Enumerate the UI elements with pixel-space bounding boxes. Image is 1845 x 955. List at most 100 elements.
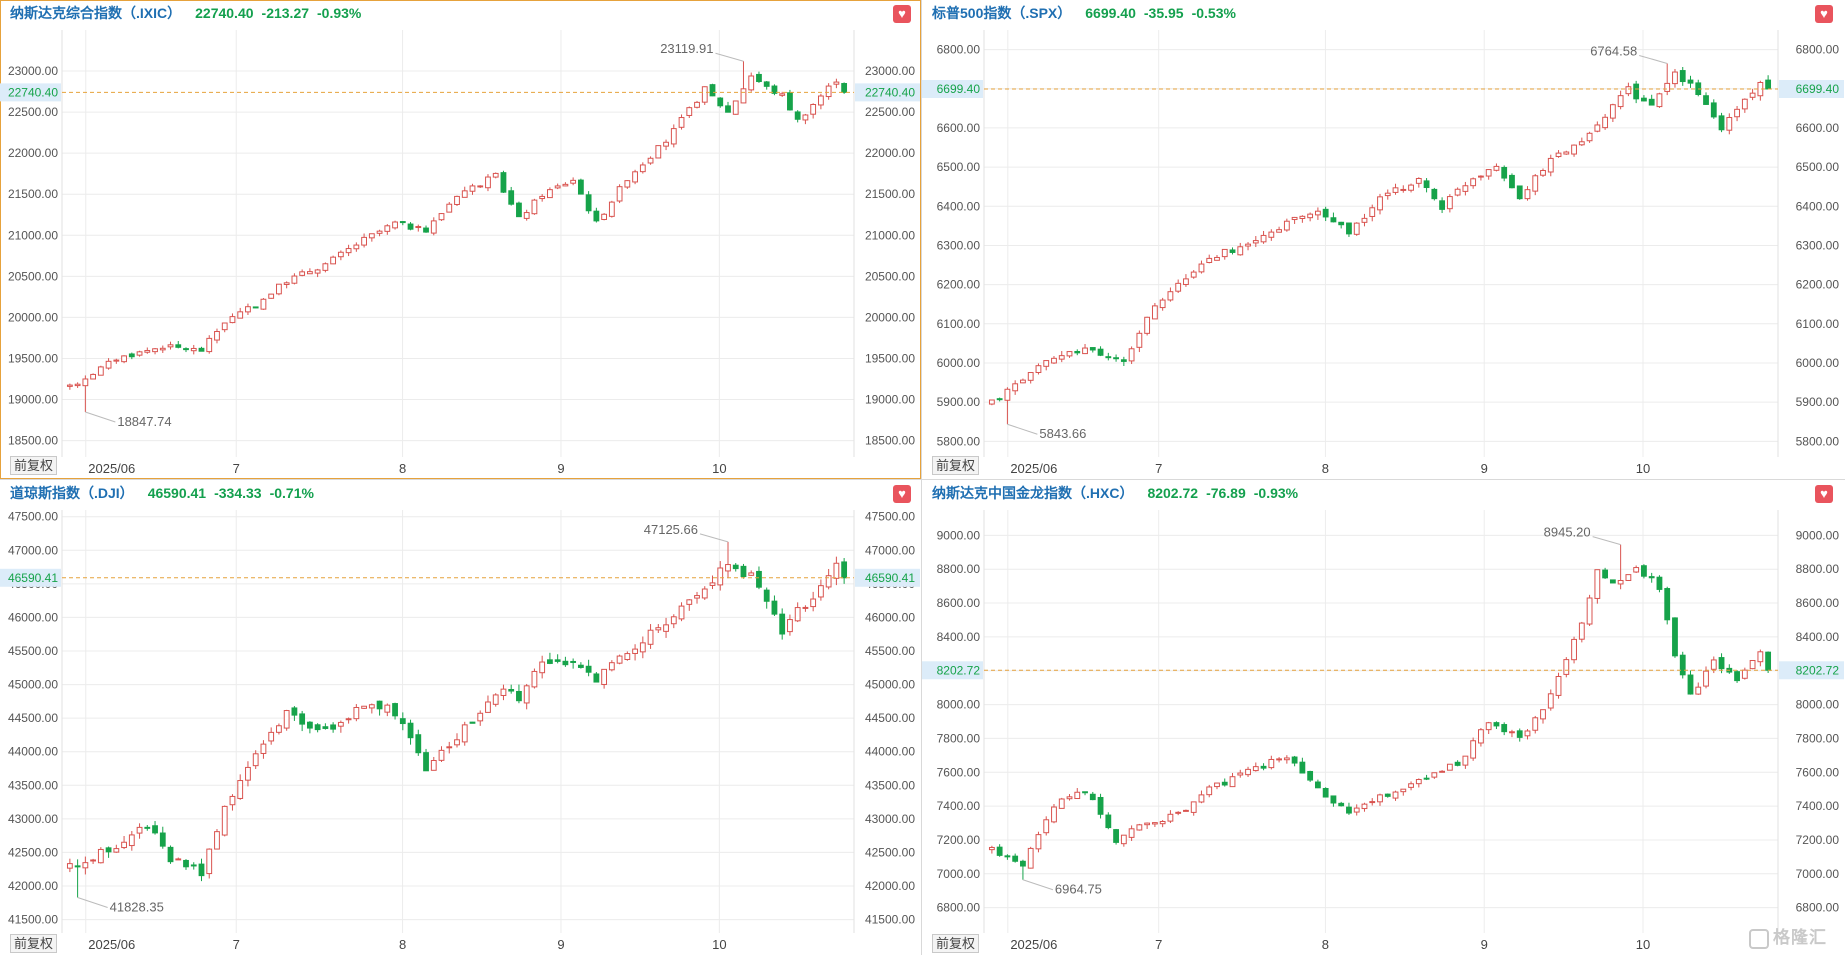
candle-body <box>469 185 476 192</box>
candle-body <box>756 73 762 83</box>
candle-body <box>260 743 267 754</box>
index-name[interactable]: 道琼斯指数（.DJI） <box>10 485 134 501</box>
candle-body <box>740 88 747 104</box>
candle-body <box>105 360 112 369</box>
y-tick-label-left: 46000.00 <box>8 610 58 624</box>
candlestick-chart[interactable]: 6800.00 6800.00 7000.00 7000.00 7200.00 7200.… <box>922 480 1845 955</box>
candle-body <box>1136 824 1143 831</box>
candle-body <box>1338 221 1345 226</box>
low-label: 6964.75 <box>1055 882 1102 897</box>
y-tick-label-left: 19000.00 <box>8 393 58 407</box>
candle-body <box>500 172 507 193</box>
candle-body <box>1617 579 1624 585</box>
candle-body <box>500 688 507 696</box>
index-name[interactable]: 纳斯达克综合指数（.IXIC） <box>10 5 182 21</box>
y-tick-label-right: 23000.00 <box>865 64 915 78</box>
candle-body <box>423 227 429 233</box>
chart-panel-hxc[interactable]: 纳斯达克中国金龙指数（.HXC） 8202.72 -76.89 -0.93% ♥ 68… <box>922 480 1845 955</box>
candlestick-chart[interactable]: 18500.00 18500.00 19000.00 19000.00 19500.00… <box>0 0 921 479</box>
candle-body <box>1252 766 1259 772</box>
y-tick-label-right: 22000.00 <box>865 146 915 160</box>
candle-body <box>1353 222 1360 235</box>
candle-body <box>485 701 491 713</box>
index-name[interactable]: 纳斯达克中国金龙指数（.HXC） <box>932 485 1134 501</box>
candle-body <box>1625 574 1632 581</box>
candle-body <box>787 619 793 633</box>
adjust-button[interactable]: 前复权 <box>932 934 980 953</box>
candle-body <box>1190 271 1197 278</box>
candle-body <box>1446 763 1453 771</box>
y-tick-label-left: 5800.00 <box>937 434 981 448</box>
candle-body <box>485 176 491 189</box>
candle-body <box>1485 169 1492 177</box>
candlestick-chart[interactable]: 41500.00 41500.00 42000.00 42000.00 42500.00… <box>0 480 921 955</box>
candle-body <box>1408 783 1414 788</box>
candle-body <box>183 348 189 351</box>
y-tick-label-right: 6500.00 <box>1796 160 1840 174</box>
candle-body <box>725 564 731 572</box>
candle-body <box>128 353 135 358</box>
favorite-heart-icon[interactable]: ♥ <box>1815 485 1833 503</box>
candle-body <box>1532 717 1539 731</box>
candle-body <box>539 661 546 674</box>
candle-body <box>1516 185 1523 200</box>
candle-body <box>1392 791 1399 799</box>
favorite-heart-icon[interactable]: ♥ <box>1815 5 1833 23</box>
high-leader-line <box>1592 536 1621 546</box>
candle-body <box>438 749 445 761</box>
last-price-label-left: 46590.41 <box>8 571 58 585</box>
candle-body <box>1408 184 1414 191</box>
candle-body <box>1540 170 1546 176</box>
y-tick-label-right: 6800.00 <box>1796 901 1840 915</box>
chart-panel-spx[interactable]: 标普500指数（.SPX） 6699.40 -35.95 -0.53% ♥ 5800.… <box>922 0 1845 479</box>
candlestick-chart[interactable]: 5800.00 5800.00 5900.00 5900.00 6000.00 6000.… <box>922 0 1845 479</box>
candle-body <box>1594 569 1601 599</box>
candle-body <box>1058 798 1065 809</box>
candle-body <box>570 660 577 663</box>
candle-body <box>66 863 73 869</box>
candle-body <box>190 347 197 352</box>
candle-body <box>732 100 739 115</box>
candle-body <box>694 595 700 599</box>
y-tick-label-left: 7800.00 <box>937 731 981 745</box>
candle-body <box>1229 249 1236 253</box>
adjust-button[interactable]: 前复权 <box>10 456 58 475</box>
candle-body <box>392 703 398 717</box>
y-tick-label-left: 47000.00 <box>8 543 58 557</box>
y-tick-label-right: 6800.00 <box>1796 43 1840 57</box>
candle-body <box>686 599 693 605</box>
candle-body <box>291 707 298 716</box>
favorite-heart-icon[interactable]: ♥ <box>893 485 911 503</box>
candle-body <box>430 220 437 234</box>
candle-body <box>105 847 112 853</box>
chart-panel-dji[interactable]: 道琼斯指数（.DJI） 46590.41 -334.33 -0.71% ♥ 41500… <box>0 480 921 955</box>
candle-body <box>1641 565 1647 577</box>
candle-body <box>74 865 81 868</box>
candle-body <box>616 655 623 664</box>
candle-body <box>1547 693 1554 709</box>
index-name[interactable]: 标普500指数（.SPX） <box>932 5 1072 21</box>
low-label: 41828.35 <box>110 900 164 915</box>
adjust-button[interactable]: 前复权 <box>932 456 980 475</box>
favorite-heart-icon[interactable]: ♥ <box>893 5 911 23</box>
high-leader-line <box>1639 54 1668 64</box>
y-tick-label-right: 6000.00 <box>1796 356 1840 370</box>
candle-body <box>825 85 832 98</box>
candle-body <box>701 588 708 599</box>
candle-body <box>1074 791 1081 800</box>
low-leader-line <box>1007 423 1038 435</box>
y-tick-label-left: 9000.00 <box>937 528 981 542</box>
candle-body <box>330 724 337 730</box>
candle-body <box>1369 801 1376 804</box>
y-tick-label-left: 6400.00 <box>937 199 981 213</box>
y-tick-label-right: 6200.00 <box>1796 278 1840 292</box>
chart-panel-ixic[interactable]: 纳斯达克综合指数（.IXIC） 22740.40 -213.27 -0.93% ♥ 1… <box>0 0 921 479</box>
adjust-button[interactable]: 前复权 <box>10 934 58 953</box>
candle-body <box>818 585 824 598</box>
candle-body <box>624 180 631 188</box>
candle-body <box>190 864 197 867</box>
candle-body <box>779 613 786 635</box>
y-tick-label-right: 8400.00 <box>1796 630 1840 644</box>
y-tick-label-left: 5900.00 <box>937 395 981 409</box>
candle-body <box>1214 782 1220 788</box>
